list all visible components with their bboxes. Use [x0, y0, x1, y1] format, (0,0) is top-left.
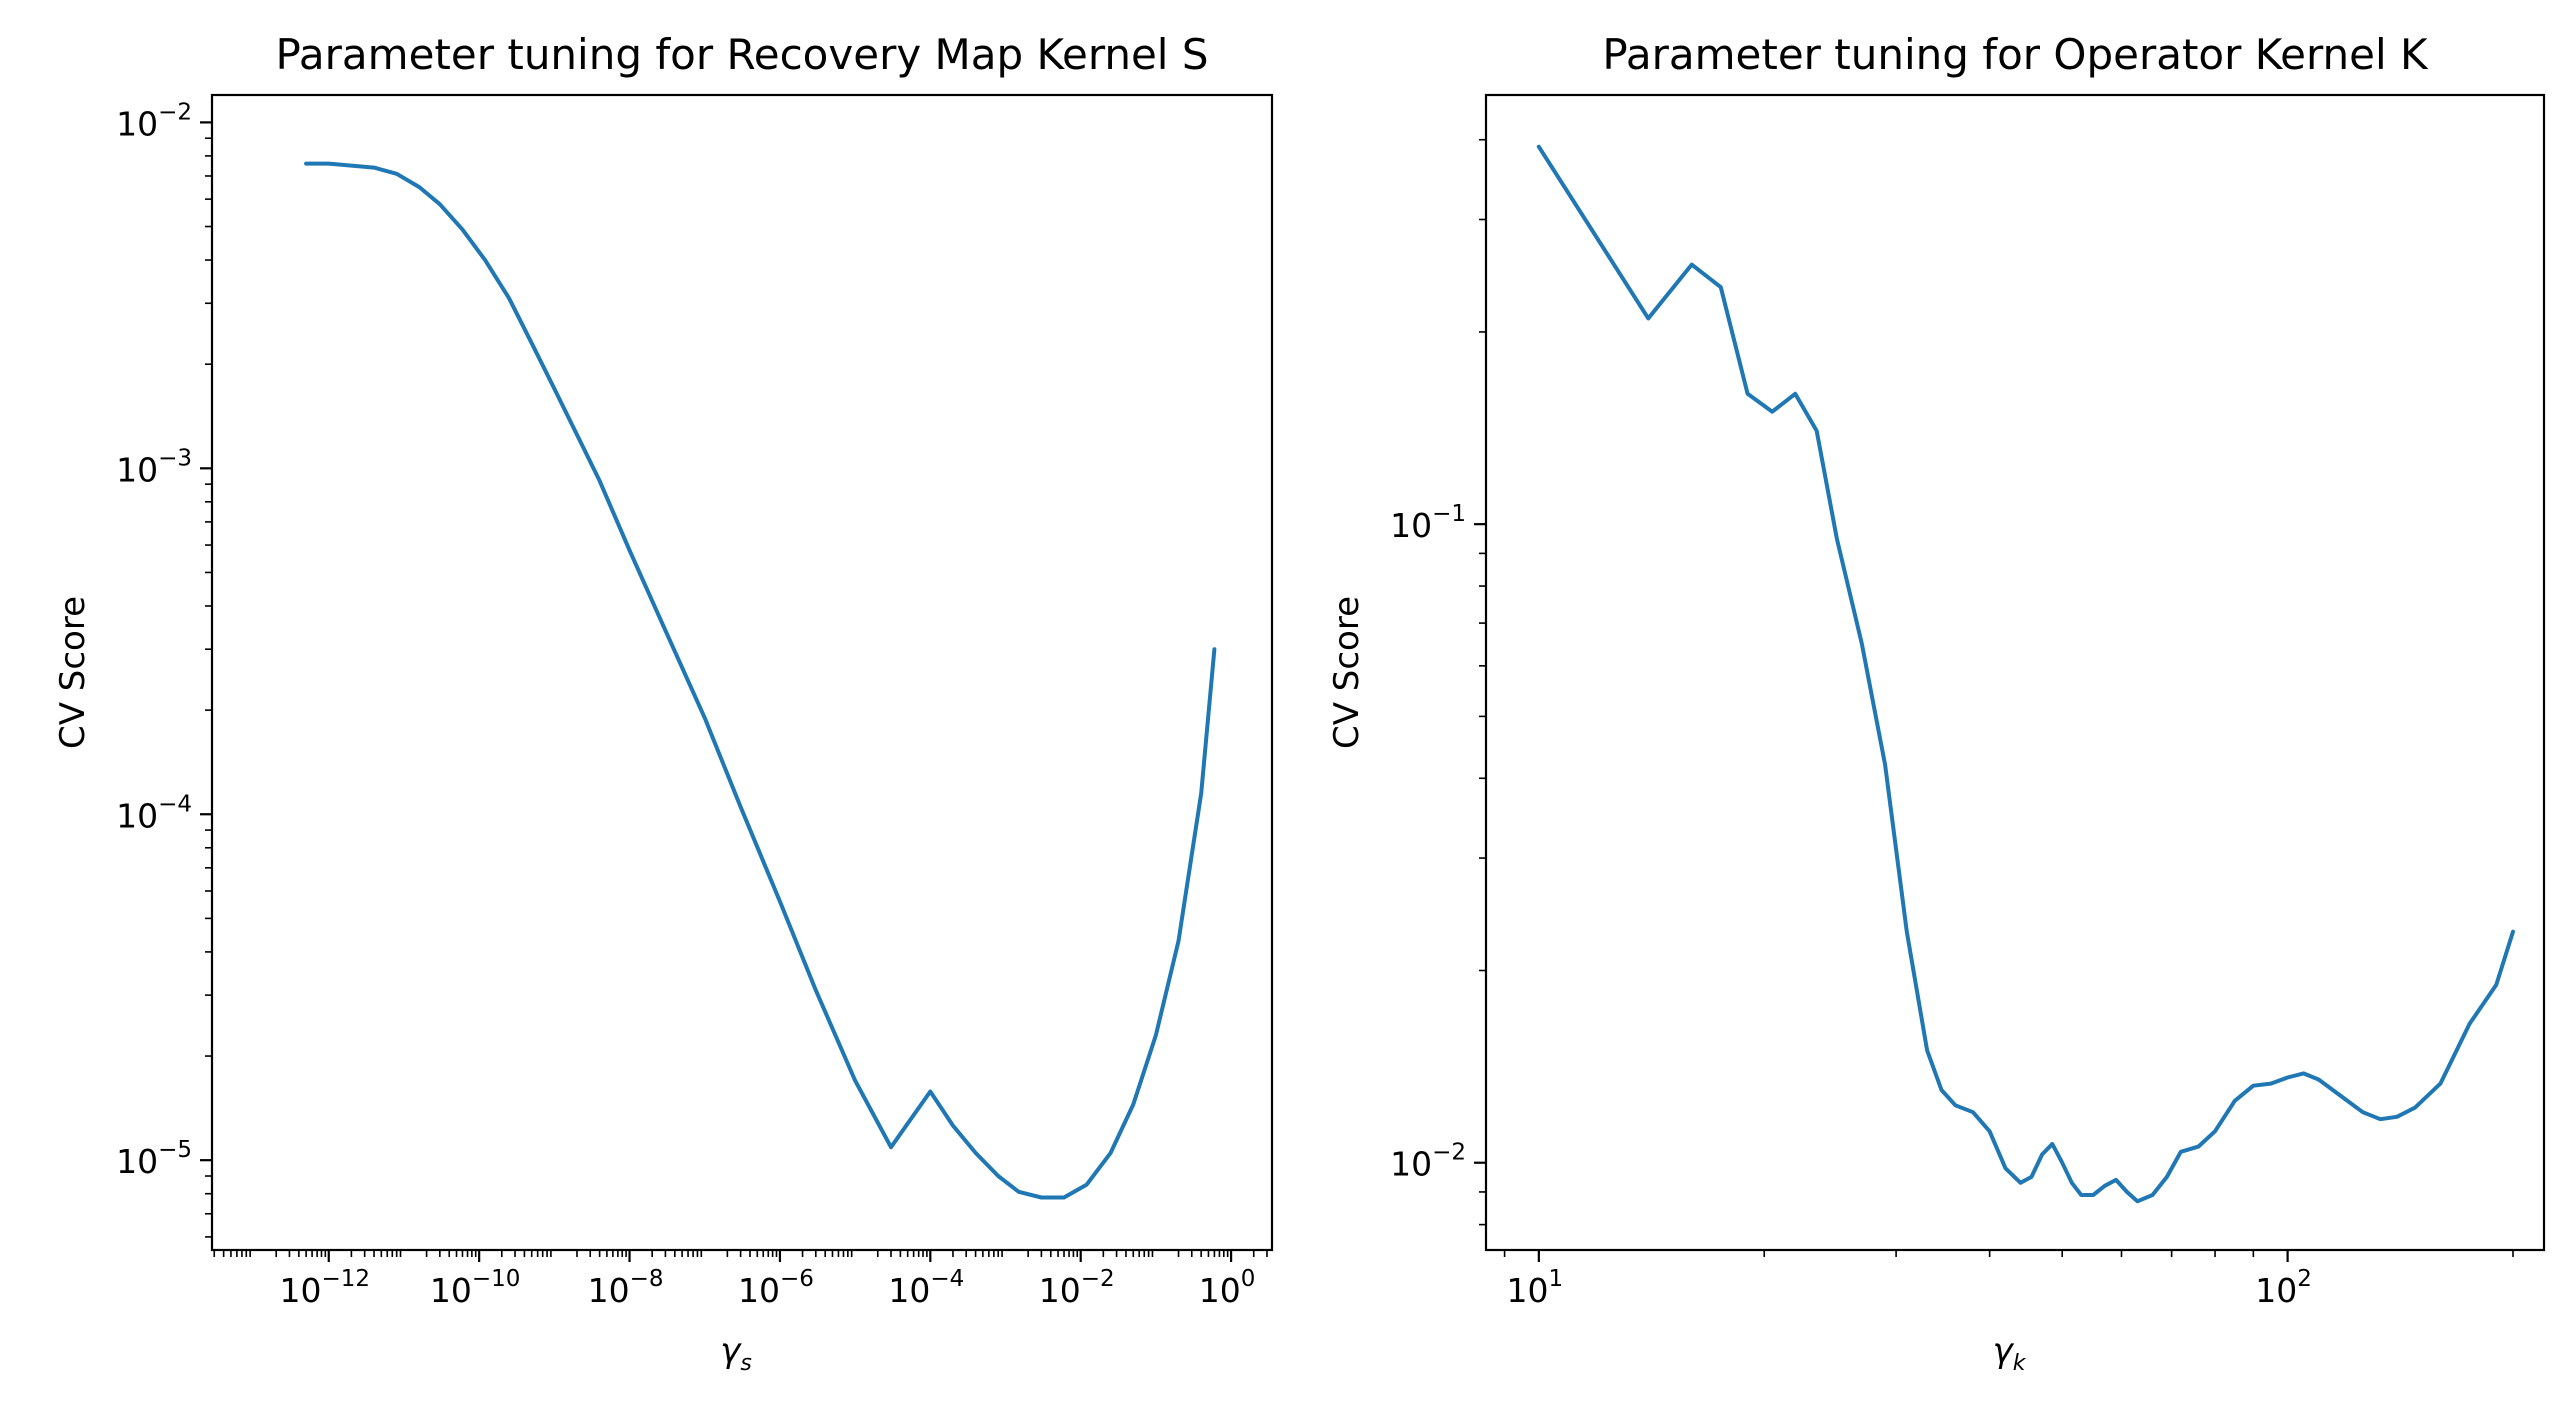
y-minor-ticks — [1479, 138, 1486, 1226]
plot-frame — [210, 93, 1274, 1252]
y-tick-exponent: −2 — [158, 99, 192, 125]
y-axis-label: CV Score — [53, 596, 93, 749]
x-tick-label: 10−2 — [1039, 1266, 1115, 1310]
x-tick-base: 10 — [430, 1271, 472, 1310]
y-minor-ticks — [205, 137, 212, 1238]
y-tick-base: 10 — [1390, 1145, 1432, 1184]
x-axis-label: γs — [720, 1331, 752, 1376]
y-axis-label: CV Score — [1327, 596, 1367, 749]
x-axis-symbol: γ — [720, 1331, 742, 1371]
x-tick-exponent: −10 — [472, 1266, 521, 1292]
x-tick-label: 100 — [1199, 1266, 1256, 1310]
x-tick-label: 10−12 — [279, 1266, 370, 1310]
x-tick-exponent: −8 — [630, 1266, 664, 1292]
x-tick-exponent: 1 — [1549, 1266, 1564, 1292]
plot-frame — [1484, 93, 2546, 1252]
series-line — [1536, 144, 2515, 1204]
y-tick-exponent: −5 — [158, 1137, 192, 1163]
chart-operator-kernel-k: Parameter tuning for Operator Kernel K 10… — [1327, 30, 2546, 1376]
series-line — [304, 161, 1217, 1200]
x-tick-base: 10 — [1039, 1271, 1081, 1310]
y-tick-exponent: −3 — [158, 445, 192, 471]
x-tick-base: 10 — [1507, 1271, 1549, 1310]
y-tick-label: 10−2 — [116, 99, 192, 143]
y-tick-base: 10 — [116, 450, 158, 489]
y-tick-label: 10−3 — [116, 445, 192, 489]
x-axis-subscript: s — [740, 1351, 751, 1376]
x-tick-base: 10 — [738, 1271, 780, 1310]
x-tick-label: 102 — [2255, 1266, 2312, 1310]
x-minor-ticks — [213, 1250, 1268, 1257]
x-tick-base: 10 — [279, 1271, 321, 1310]
x-tick-base: 10 — [888, 1271, 930, 1310]
chart-title: Parameter tuning for Recovery Map Kernel… — [275, 30, 1208, 79]
x-minor-ticks — [1503, 1250, 2514, 1257]
x-axis-label: γk — [1993, 1331, 2027, 1376]
x-tick-base: 10 — [2255, 1271, 2297, 1310]
x-tick-label: 10−6 — [738, 1266, 814, 1310]
x-tick-label: 10−8 — [588, 1266, 664, 1310]
y-tick-label: 10−5 — [116, 1137, 192, 1181]
x-tick-exponent: −4 — [930, 1266, 964, 1292]
y-tick-exponent: −2 — [1432, 1140, 1466, 1166]
y-tick-exponent: −1 — [1432, 501, 1466, 527]
y-tick-base: 10 — [1390, 506, 1432, 545]
y-tick-label: 10−4 — [116, 791, 192, 835]
chart-recovery-map-kernel-s: Parameter tuning for Recovery Map Kernel… — [53, 30, 1274, 1376]
x-tick-exponent: −12 — [321, 1266, 370, 1292]
y-tick-base: 10 — [116, 1142, 158, 1181]
x-tick-label: 101 — [1507, 1266, 1564, 1310]
y-tick-base: 10 — [116, 796, 158, 835]
chart-title: Parameter tuning for Operator Kernel K — [1602, 30, 2429, 79]
x-tick-exponent: −2 — [1081, 1266, 1115, 1292]
x-tick-exponent: −6 — [780, 1266, 814, 1292]
x-tick-label: 10−4 — [888, 1266, 964, 1310]
y-tick-label: 10−1 — [1390, 501, 1466, 545]
x-tick-base: 10 — [588, 1271, 630, 1310]
x-axis-symbol: γ — [1993, 1331, 2015, 1371]
y-tick-exponent: −4 — [158, 791, 192, 817]
x-axis-subscript: k — [2013, 1351, 2027, 1376]
x-tick-label: 10−10 — [430, 1266, 521, 1310]
y-tick-label: 10−2 — [1390, 1140, 1466, 1184]
y-tick-base: 10 — [116, 104, 158, 143]
x-tick-exponent: 2 — [2297, 1266, 2312, 1292]
x-tick-exponent: 0 — [1241, 1266, 1256, 1292]
x-tick-base: 10 — [1199, 1271, 1241, 1310]
